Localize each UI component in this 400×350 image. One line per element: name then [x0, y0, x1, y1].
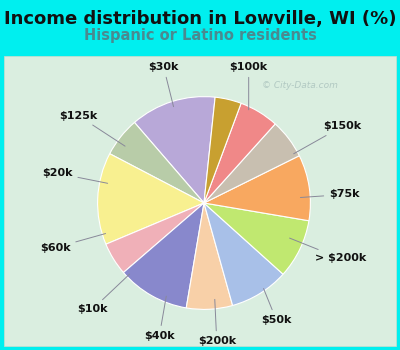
Wedge shape: [204, 203, 309, 274]
Text: $30k: $30k: [148, 62, 179, 107]
Text: $150k: $150k: [294, 121, 361, 154]
Text: $40k: $40k: [144, 296, 175, 341]
Wedge shape: [106, 203, 204, 273]
Wedge shape: [204, 156, 310, 221]
Wedge shape: [110, 122, 204, 203]
Text: $50k: $50k: [261, 288, 292, 325]
Text: $10k: $10k: [77, 274, 130, 314]
Text: $60k: $60k: [40, 233, 106, 253]
Text: > $200k: > $200k: [290, 238, 366, 263]
Wedge shape: [204, 103, 275, 203]
Wedge shape: [204, 97, 241, 203]
Wedge shape: [204, 203, 283, 306]
Wedge shape: [124, 203, 204, 308]
Wedge shape: [186, 203, 233, 309]
Text: $20k: $20k: [42, 168, 108, 183]
Text: $75k: $75k: [300, 189, 360, 200]
Text: © City-Data.com: © City-Data.com: [262, 80, 338, 90]
Text: $125k: $125k: [59, 111, 125, 146]
Text: Income distribution in Lowville, WI (%): Income distribution in Lowville, WI (%): [4, 10, 396, 28]
Bar: [4, 56, 396, 346]
Text: Hispanic or Latino residents: Hispanic or Latino residents: [84, 28, 316, 43]
Wedge shape: [134, 97, 215, 203]
Wedge shape: [204, 124, 299, 203]
Text: $100k: $100k: [230, 62, 268, 110]
Text: $200k: $200k: [198, 299, 236, 346]
Wedge shape: [98, 154, 204, 244]
